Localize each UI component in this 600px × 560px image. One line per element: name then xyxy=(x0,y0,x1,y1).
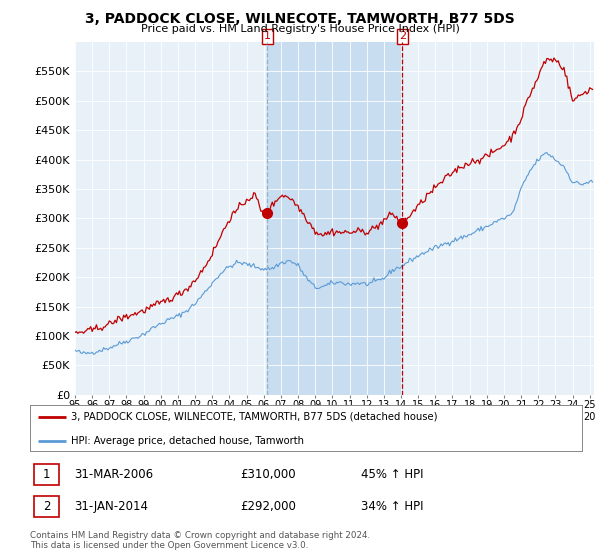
Text: 3, PADDOCK CLOSE, WILNECOTE, TAMWORTH, B77 5DS (detached house): 3, PADDOCK CLOSE, WILNECOTE, TAMWORTH, B… xyxy=(71,412,438,422)
Text: 31-JAN-2014: 31-JAN-2014 xyxy=(74,500,148,513)
Text: 31-MAR-2006: 31-MAR-2006 xyxy=(74,468,153,481)
Text: £292,000: £292,000 xyxy=(240,500,296,513)
Text: 2: 2 xyxy=(43,500,50,513)
Bar xyxy=(34,496,59,517)
Text: 2: 2 xyxy=(399,31,406,41)
Text: 34% ↑ HPI: 34% ↑ HPI xyxy=(361,500,424,513)
Text: Price paid vs. HM Land Registry's House Price Index (HPI): Price paid vs. HM Land Registry's House … xyxy=(140,24,460,34)
Text: This data is licensed under the Open Government Licence v3.0.: This data is licensed under the Open Gov… xyxy=(30,541,308,550)
Text: £310,000: £310,000 xyxy=(240,468,295,481)
Bar xyxy=(268,42,403,395)
Text: 3, PADDOCK CLOSE, WILNECOTE, TAMWORTH, B77 5DS: 3, PADDOCK CLOSE, WILNECOTE, TAMWORTH, B… xyxy=(85,12,515,26)
Text: 45% ↑ HPI: 45% ↑ HPI xyxy=(361,468,424,481)
Text: Contains HM Land Registry data © Crown copyright and database right 2024.: Contains HM Land Registry data © Crown c… xyxy=(30,531,370,540)
Text: 1: 1 xyxy=(264,31,271,41)
Text: 1: 1 xyxy=(43,468,50,481)
Text: HPI: Average price, detached house, Tamworth: HPI: Average price, detached house, Tamw… xyxy=(71,436,304,446)
Bar xyxy=(34,464,59,486)
